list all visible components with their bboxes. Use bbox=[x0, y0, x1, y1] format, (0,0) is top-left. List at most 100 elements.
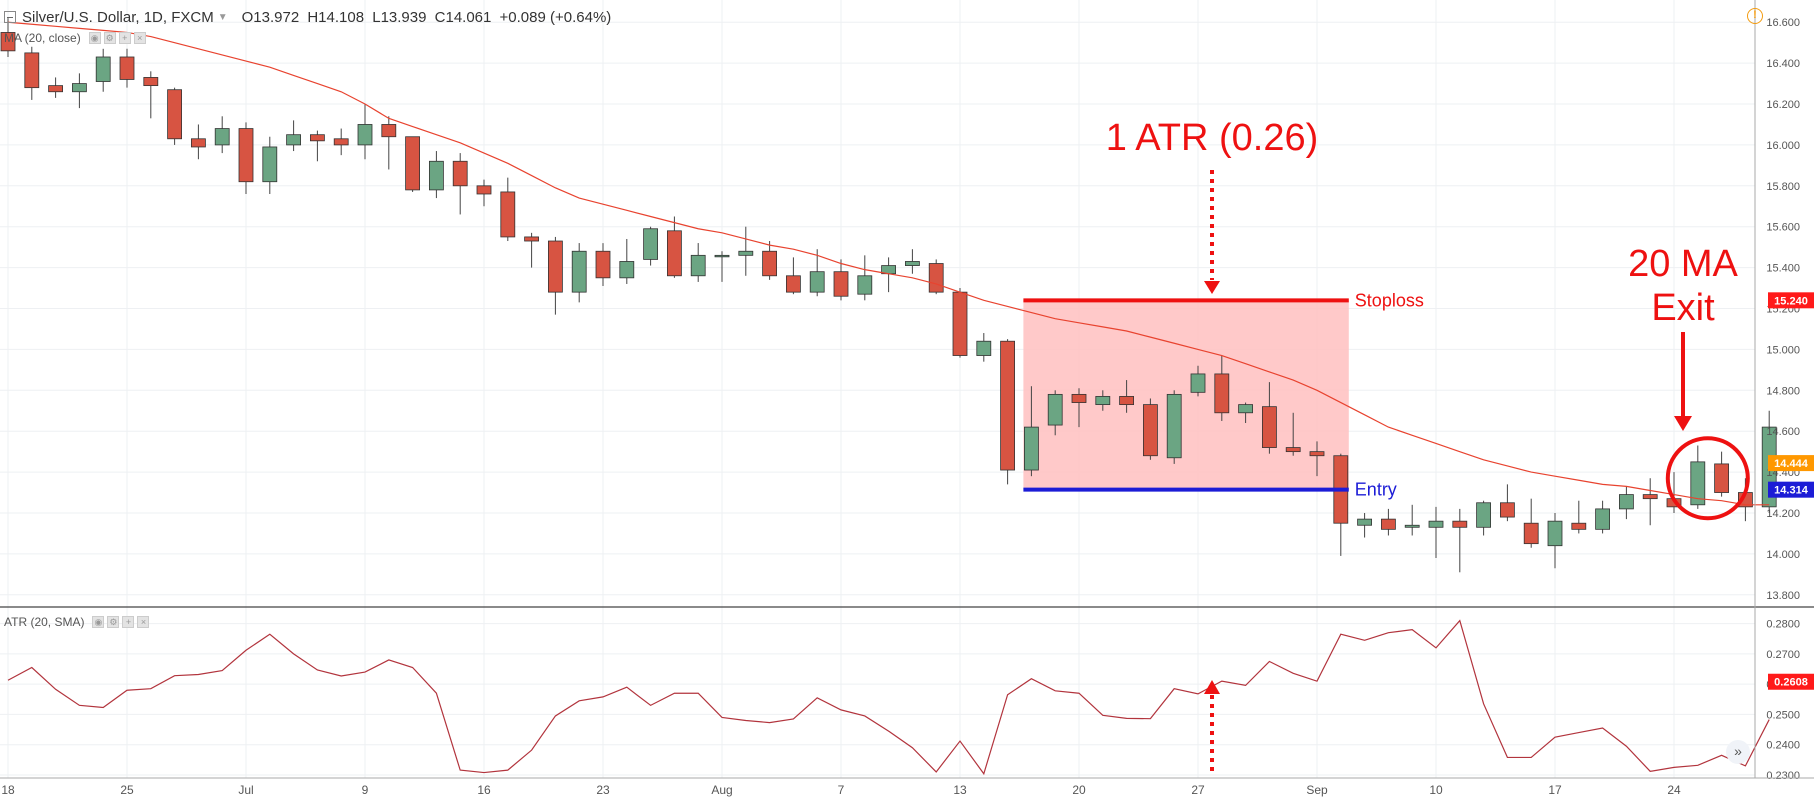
collapse-icon[interactable] bbox=[4, 11, 16, 23]
candle-body bbox=[714, 254, 730, 258]
scroll-to-latest-icon[interactable]: » bbox=[1726, 740, 1750, 764]
candle-body bbox=[643, 228, 658, 260]
candle-body bbox=[1381, 518, 1396, 530]
price-label-text: 15.240 bbox=[1774, 295, 1808, 307]
candle-body bbox=[1119, 396, 1134, 406]
ma-indicator-title: MA (20, close) bbox=[4, 31, 81, 45]
candle-body bbox=[1262, 406, 1277, 448]
x-tick-label: 16 bbox=[477, 783, 491, 797]
open-value: O13.972 bbox=[241, 8, 300, 26]
price-label-text: 14.314 bbox=[1774, 485, 1809, 497]
candle-body bbox=[72, 83, 87, 93]
candle-body bbox=[786, 275, 801, 293]
x-tick-label: 10 bbox=[1429, 783, 1443, 797]
symbol-legend: Silver/U.S. Dollar, 1D, FXCM ▼ O13.972 H… bbox=[0, 0, 615, 34]
candle-body bbox=[1452, 520, 1468, 528]
x-tick-label: 25 bbox=[120, 783, 134, 797]
atr-label-text: 0.2608 bbox=[1774, 677, 1808, 689]
exit-arrow-head bbox=[1674, 416, 1692, 431]
gear-icon[interactable]: ⚙ bbox=[103, 32, 116, 44]
exit-circle bbox=[1665, 436, 1750, 521]
ohlc-values: O13.972 H14.108 L13.939 C14.061 +0.089 (… bbox=[242, 9, 616, 26]
x-tick-label: Jul bbox=[238, 783, 253, 797]
candle-body bbox=[1071, 393, 1087, 403]
x-tick-label: 24 bbox=[1667, 783, 1681, 797]
candle-body bbox=[1000, 340, 1015, 471]
atr-indicator-label[interactable]: ATR (20, SMA) ◉ ⚙ + × bbox=[4, 615, 152, 629]
x-tick-label: 27 bbox=[1191, 783, 1205, 797]
atr-label-box bbox=[1768, 673, 1814, 690]
candle-body bbox=[262, 146, 278, 183]
dotted-arrow-head bbox=[1204, 281, 1220, 294]
price-tick-label: 15.800 bbox=[1766, 181, 1800, 193]
price-tick-label: 15.000 bbox=[1766, 344, 1800, 356]
entry-label: Entry bbox=[1355, 480, 1397, 500]
price-tick-label: 15.600 bbox=[1766, 222, 1800, 234]
candle-body bbox=[976, 340, 992, 356]
close-icon[interactable]: × bbox=[137, 616, 150, 628]
candle-body bbox=[1095, 396, 1111, 406]
x-tick-label: 17 bbox=[1548, 783, 1562, 797]
candle-body bbox=[95, 56, 111, 82]
chevron-down-icon[interactable]: ▼ bbox=[217, 11, 228, 23]
candle-body bbox=[476, 185, 492, 195]
ma-line bbox=[7, 21, 1770, 506]
candle-body bbox=[357, 124, 373, 146]
alert-icon[interactable]: ! bbox=[1747, 8, 1763, 24]
atr-tick-label: 0.2300 bbox=[1766, 770, 1800, 782]
candle-body bbox=[928, 263, 944, 293]
gear-icon[interactable]: ⚙ bbox=[107, 616, 120, 628]
price-tick-label: 16.600 bbox=[1766, 17, 1800, 29]
candle-body bbox=[405, 136, 421, 191]
ma-indicator-label[interactable]: MA (20, close) ◉ ⚙ + × bbox=[4, 31, 149, 45]
atr-tick-label: 0.2500 bbox=[1766, 709, 1800, 721]
atr-tick-label: 0.2400 bbox=[1766, 740, 1800, 752]
change-value: +0.089 (+0.64%) bbox=[499, 8, 612, 26]
price-label-box bbox=[1768, 481, 1814, 498]
x-tick-label: Sep bbox=[1306, 783, 1328, 797]
grid-lines bbox=[0, 0, 1755, 778]
candle-body bbox=[667, 230, 682, 277]
eye-icon[interactable]: ◉ bbox=[92, 616, 105, 628]
candle-body bbox=[1357, 518, 1372, 526]
atr-arrow-head bbox=[1204, 680, 1220, 694]
candle-body bbox=[48, 85, 63, 93]
candle-body bbox=[214, 128, 230, 146]
eye-icon[interactable]: ◉ bbox=[88, 32, 101, 44]
candle-body bbox=[1476, 502, 1491, 528]
candle-body bbox=[119, 56, 135, 80]
candle-body bbox=[809, 271, 825, 293]
plus-icon[interactable]: + bbox=[118, 32, 131, 44]
candle-body bbox=[905, 261, 920, 266]
price-tick-label: 16.200 bbox=[1766, 99, 1800, 111]
price-tick-label: 16.400 bbox=[1766, 58, 1800, 70]
symbol-title[interactable]: Silver/U.S. Dollar, 1D, FXCM bbox=[22, 8, 214, 26]
candle-body bbox=[1309, 451, 1325, 457]
candle-body bbox=[1642, 494, 1658, 500]
price-label-text: 14.444 bbox=[1774, 458, 1809, 470]
close-icon[interactable]: × bbox=[133, 32, 146, 44]
plus-icon[interactable]: + bbox=[122, 616, 135, 628]
candle-body bbox=[524, 236, 539, 242]
candle-body bbox=[762, 250, 777, 277]
candle-body bbox=[1428, 520, 1444, 528]
candle-body bbox=[1404, 524, 1420, 528]
candle-body bbox=[1190, 373, 1206, 393]
atr-tick-label: 0.2700 bbox=[1766, 649, 1800, 661]
candle-body bbox=[857, 275, 873, 295]
candle-body bbox=[190, 138, 206, 148]
candle-body bbox=[952, 291, 968, 356]
price-label-box bbox=[1768, 455, 1814, 472]
candle-body bbox=[1714, 463, 1729, 493]
close-value: C14.061 bbox=[434, 8, 492, 26]
atr-indicator-title: ATR (20, SMA) bbox=[4, 615, 85, 629]
candle-body bbox=[1690, 461, 1706, 506]
candle-body bbox=[1500, 502, 1515, 518]
price-tick-label: 15.400 bbox=[1766, 263, 1800, 275]
x-tick-label: 7 bbox=[838, 783, 845, 797]
candle-body bbox=[1047, 393, 1063, 426]
candle-body bbox=[428, 160, 444, 191]
candle-body bbox=[1024, 426, 1039, 471]
